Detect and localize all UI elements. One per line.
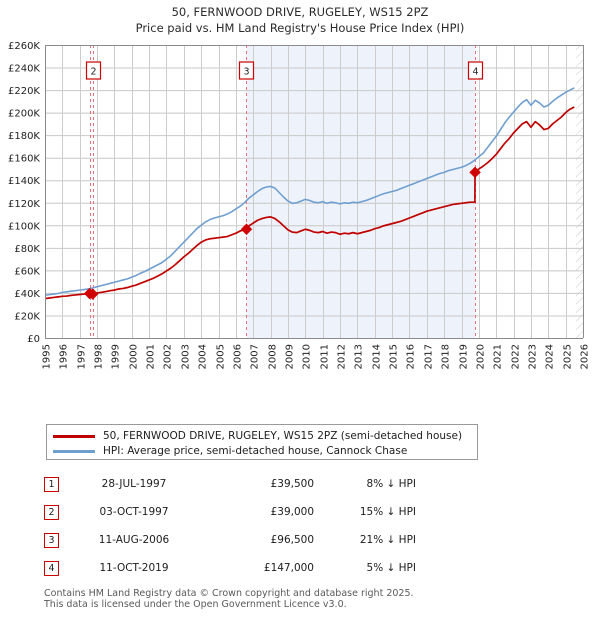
svg-text:£40K: £40K [14, 289, 40, 300]
sale-hpi-delta: 21% ↓ HPI [359, 534, 416, 546]
sale-price: £39,500 [270, 478, 314, 490]
svg-text:3: 3 [243, 67, 249, 78]
svg-text:2005: 2005 [216, 344, 227, 369]
ownership-shaded-span [246, 45, 476, 338]
svg-text:£140K: £140K [8, 176, 40, 187]
x-axis-tick-labels: 1995 1996 1997 1998 1999 2000 2001 2002 2003 2004… [42, 344, 591, 369]
footer-attribution: Contains HM Land Registry data © Crown c… [44, 588, 564, 610]
sale-index-badge: 3 [44, 532, 59, 548]
svg-text:2025: 2025 [563, 344, 574, 369]
svg-text:1999: 1999 [111, 344, 122, 369]
svg-text:2014: 2014 [372, 344, 383, 369]
svg-text:2003: 2003 [181, 344, 192, 369]
sale-date: 11-OCT-2019 [99, 562, 169, 574]
page-title: 50, FERNWOOD DRIVE, RUGELEY, WS15 2PZ Pr… [0, 4, 600, 36]
y-axis-tick-labels: £0 £20K £40K £60K £80K £100K £120K £140K £160K £1… [8, 41, 40, 345]
sale-hpi-delta: 15% ↓ HPI [359, 506, 416, 518]
sale-price: £147,000 [263, 562, 314, 574]
svg-text:2020: 2020 [476, 344, 487, 369]
svg-text:2023: 2023 [528, 344, 539, 369]
sale-price: £39,000 [270, 506, 314, 518]
table-row: 1 28-JUL-1997 £39,500 8% ↓ HPI [44, 470, 464, 498]
price-hpi-line-chart: £0 £20K £40K £60K £80K £100K £120K £140K £160K £1… [8, 41, 591, 369]
sale-date: 11-AUG-2006 [98, 534, 170, 546]
svg-text:2026: 2026 [580, 344, 591, 369]
svg-text:2: 2 [90, 67, 96, 78]
svg-text:2010: 2010 [302, 344, 313, 369]
svg-text:1995: 1995 [42, 344, 53, 369]
svg-text:£100K: £100K [8, 221, 40, 232]
svg-text:£80K: £80K [14, 244, 40, 255]
svg-text:2011: 2011 [320, 344, 331, 369]
svg-text:2013: 2013 [354, 344, 365, 369]
svg-text:2016: 2016 [406, 344, 417, 369]
svg-text:£120K: £120K [8, 199, 40, 210]
sale-date: 28-JUL-1997 [101, 478, 167, 490]
footer-licence: This data is licensed under the Open Gov… [44, 599, 347, 610]
table-row: 4 11-OCT-2019 £147,000 5% ↓ HPI [44, 554, 464, 582]
legend-color-swatch-blue [53, 449, 95, 453]
svg-text:2021: 2021 [493, 344, 504, 369]
svg-text:1996: 1996 [59, 344, 70, 369]
legend-item-hpi: HPI: Average price, semi-detached house,… [53, 444, 471, 458]
svg-text:2015: 2015 [389, 344, 400, 369]
svg-text:2004: 2004 [198, 344, 209, 369]
svg-text:2012: 2012 [337, 344, 348, 369]
svg-text:2009: 2009 [285, 344, 296, 369]
svg-text:£60K: £60K [14, 266, 40, 277]
svg-text:2008: 2008 [268, 344, 279, 369]
svg-text:2017: 2017 [424, 344, 435, 369]
sale-point-markers [83, 166, 481, 300]
sales-history-table: 1 28-JUL-1997 £39,500 8% ↓ HPI 2 03-OCT-… [44, 470, 464, 582]
provisional-hatched-span [576, 45, 583, 338]
sale-price: £96,500 [270, 534, 314, 546]
sale-index-badge: 2 [44, 504, 59, 520]
svg-text:2007: 2007 [250, 344, 261, 369]
svg-text:2000: 2000 [129, 344, 140, 369]
legend-color-swatch-red [53, 434, 95, 438]
chart-series [44, 87, 575, 300]
sale-hpi-delta: 8% ↓ HPI [366, 478, 416, 490]
table-row: 3 11-AUG-2006 £96,500 21% ↓ HPI [44, 526, 464, 554]
svg-text:2001: 2001 [146, 344, 157, 369]
svg-text:2018: 2018 [441, 344, 452, 369]
chart-area: £0 £20K £40K £60K £80K £100K £120K £140K £160K £1… [0, 40, 600, 380]
sale-index-badge: 4 [44, 560, 59, 576]
svg-text:£260K: £260K [8, 41, 40, 52]
sale-hpi-delta: 5% ↓ HPI [366, 562, 416, 574]
svg-text:2022: 2022 [511, 344, 522, 369]
sale-date: 03-OCT-1997 [99, 506, 169, 518]
footer-copyright: Contains HM Land Registry data © Crown c… [44, 588, 414, 599]
svg-text:£200K: £200K [8, 109, 40, 120]
sale-event-labels: 2 3 4 [85, 61, 484, 80]
chart-legend: 50, FERNWOOD DRIVE, RUGELEY, WS15 2PZ (s… [46, 424, 478, 460]
svg-text:£240K: £240K [8, 64, 40, 75]
chart-axes [45, 45, 584, 339]
svg-text:£160K: £160K [8, 154, 40, 165]
svg-text:2024: 2024 [545, 344, 556, 369]
svg-text:2002: 2002 [163, 344, 174, 369]
svg-text:2006: 2006 [233, 344, 244, 369]
svg-text:£20K: £20K [14, 311, 40, 322]
svg-text:2019: 2019 [459, 344, 470, 369]
svg-text:1998: 1998 [94, 344, 105, 369]
table-row: 2 03-OCT-1997 £39,000 15% ↓ HPI [44, 498, 464, 526]
sale-index-badge: 1 [44, 476, 59, 492]
svg-text:£220K: £220K [8, 86, 40, 97]
title-subtitle: Price paid vs. HM Land Registry's House … [135, 21, 465, 35]
legend-label-property: 50, FERNWOOD DRIVE, RUGELEY, WS15 2PZ (s… [103, 430, 463, 442]
svg-text:£180K: £180K [8, 131, 40, 142]
title-address: 50, FERNWOOD DRIVE, RUGELEY, WS15 2PZ [171, 5, 429, 19]
legend-item-property: 50, FERNWOOD DRIVE, RUGELEY, WS15 2PZ (s… [53, 429, 471, 443]
svg-text:4: 4 [472, 67, 478, 78]
svg-text:£0: £0 [27, 334, 40, 345]
svg-text:1997: 1997 [77, 344, 88, 369]
legend-label-hpi: HPI: Average price, semi-detached house,… [103, 445, 408, 457]
